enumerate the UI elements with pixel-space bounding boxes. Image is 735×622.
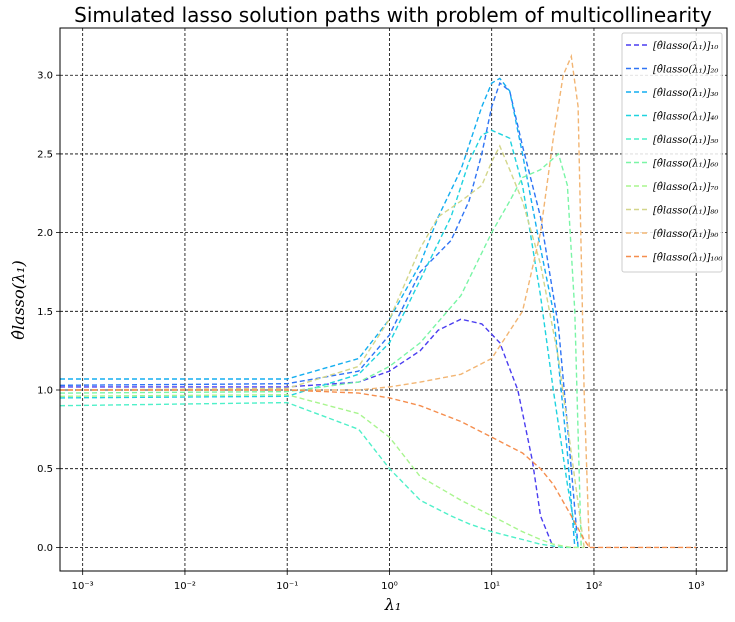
legend-label-1: [θ̂lasso(λ₁)]₁₀ <box>653 41 718 52</box>
x-tick-label-2: 10⁻¹ <box>276 581 298 592</box>
y-tick-label-2: 1.0 <box>37 386 53 397</box>
series-line-2 <box>59 81 579 548</box>
series-line-4 <box>59 129 579 548</box>
plot-frame <box>59 27 728 572</box>
x-tick-label-3: 10⁰ <box>381 581 398 592</box>
series-line-3 <box>60 77 576 548</box>
x-axis-label: λ₁ <box>384 595 402 614</box>
series-line-9 <box>60 53 590 548</box>
axis-ticks: 10⁻³ 10⁻² 10⁻¹ 10⁰ 10¹ 10² 10³ 0.0 0.5 1.0 1.5 2.0 2… <box>37 71 704 592</box>
y-tick-label-5: 2.5 <box>37 149 53 160</box>
legend-label-10: [θ̂lasso(λ₁)]₁₀₀ <box>653 253 722 264</box>
y-tick-label-4: 2.0 <box>37 228 53 239</box>
legend-label-8: [θ̂lasso(λ₁)]₈₀ <box>653 206 718 217</box>
legend-label-5: [θ̂lasso(λ₁)]₅₀ <box>653 135 718 146</box>
y-tick-label-3: 1.5 <box>37 307 53 318</box>
y-tick-label-0: 0.0 <box>37 543 53 554</box>
series-lines <box>59 53 697 549</box>
grid-lines <box>60 28 727 571</box>
y-tick-label-6: 3.0 <box>37 71 53 82</box>
x-tick-label-0: 10⁻³ <box>72 581 94 592</box>
y-axis-label: θ̂lasso(λ₁) <box>9 260 28 339</box>
series-line-6 <box>59 152 582 548</box>
series-line-7 <box>59 393 585 549</box>
series-line-8 <box>59 144 585 548</box>
legend-label-3: [θ̂lasso(λ₁)]₃₀ <box>653 88 718 99</box>
series-line-1 <box>60 318 554 548</box>
series-line-10 <box>60 389 697 549</box>
x-tick-label-5: 10² <box>586 581 603 592</box>
legend-label-7: [θ̂lasso(λ₁)]₇₀ <box>653 182 718 193</box>
x-tick-label-6: 10³ <box>688 581 705 592</box>
chart-title: Simulated lasso solution paths with prob… <box>74 3 712 27</box>
legend: [θ̂lasso(λ₁)]₁₀ [θ̂lasso(λ₁)]₂₀ [θ̂lasso(λ… <box>621 32 723 273</box>
x-tick-label-4: 10¹ <box>483 581 500 592</box>
legend-label-6: [θ̂lasso(λ₁)]₆₀ <box>653 159 718 170</box>
legend-label-2: [θ̂lasso(λ₁)]₂₀ <box>653 65 718 76</box>
y-tick-label-1: 0.5 <box>37 464 53 475</box>
series-line-5 <box>59 401 572 549</box>
legend-label-9: [θ̂lasso(λ₁)]₉₀ <box>653 229 718 240</box>
legend-label-4: [θ̂lasso(λ₁)]₄₀ <box>653 112 718 123</box>
x-tick-label-1: 10⁻² <box>174 581 196 592</box>
